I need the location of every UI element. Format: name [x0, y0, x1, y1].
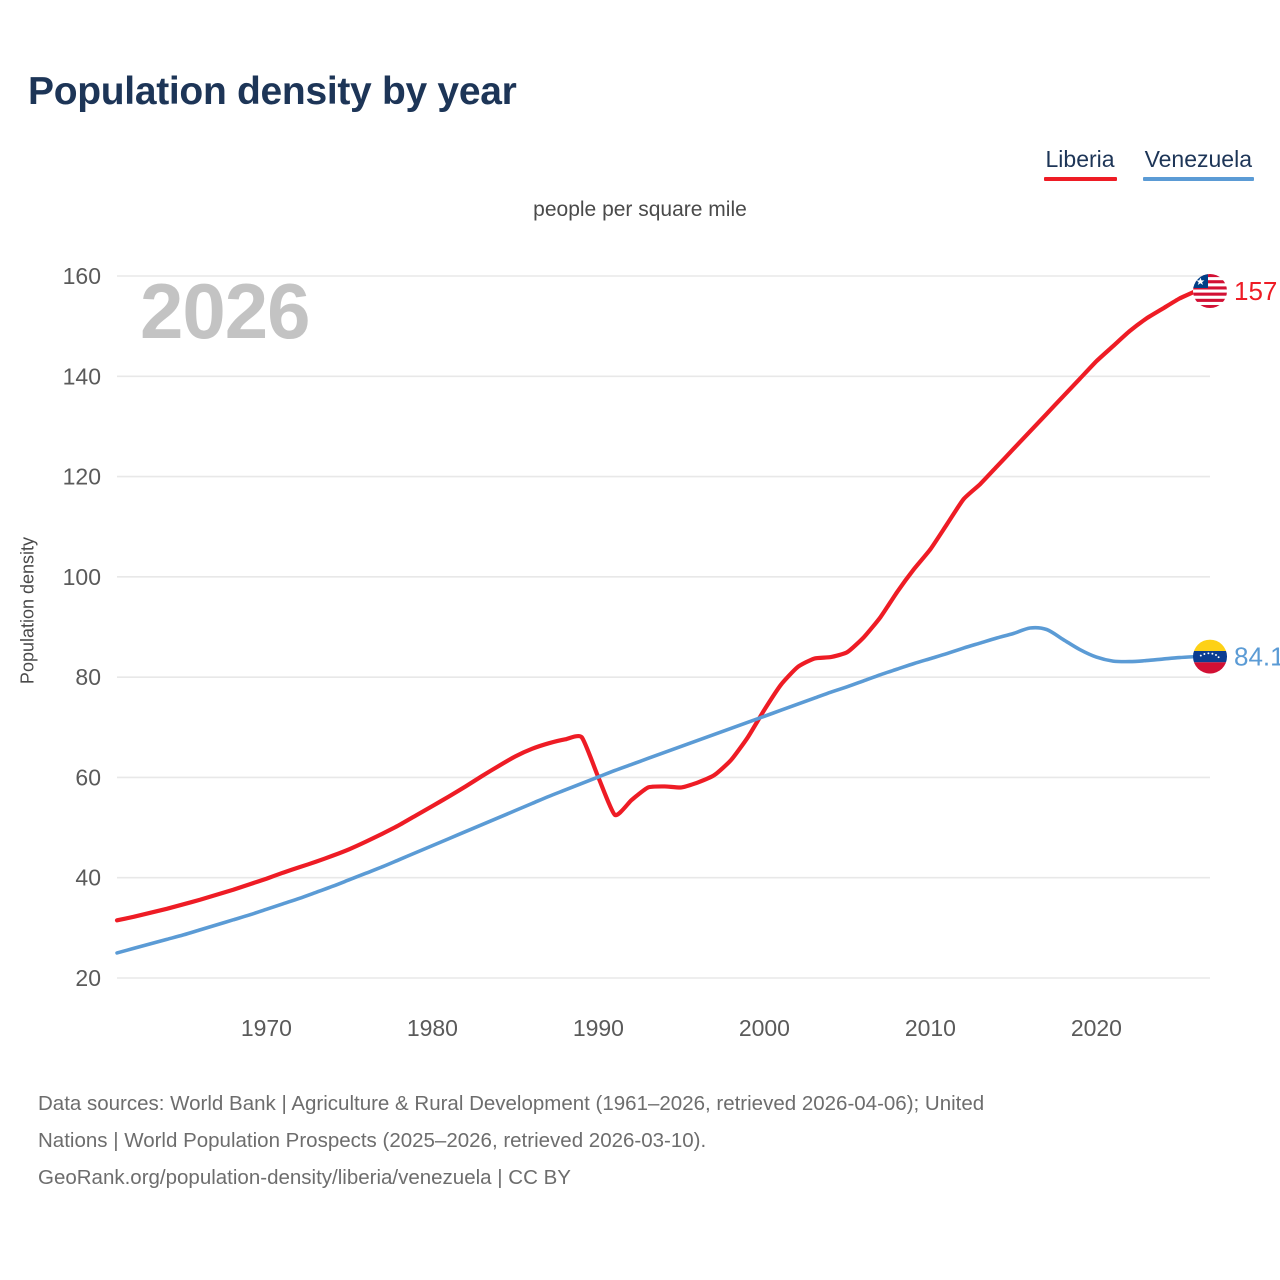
liberia-flag-icon: [1193, 274, 1227, 308]
chart-legend: Liberia Venezuela: [1043, 145, 1254, 181]
y-tick-label: 20: [75, 965, 101, 991]
footer-attribution: Data sources: World Bank | Agriculture &…: [38, 1085, 1258, 1196]
venezuela-flag-icon: [1193, 640, 1227, 674]
endpoint-value-liberia: 157: [1234, 276, 1277, 306]
x-tick-label: 1980: [407, 1015, 458, 1041]
legend-item-liberia[interactable]: Liberia: [1043, 145, 1117, 181]
series-line-liberia[interactable]: [114, 288, 1199, 923]
legend-item-venezuela[interactable]: Venezuela: [1142, 145, 1254, 181]
x-tick-label: 2000: [739, 1015, 790, 1041]
footer-line-3: GeoRank.org/population-density/liberia/v…: [38, 1166, 571, 1189]
data-series-lines: [114, 288, 1199, 955]
legend-label-venezuela: Venezuela: [1144, 146, 1252, 172]
y-tick-label: 120: [63, 464, 101, 490]
x-axis-ticks: 1970 1980 1990 2000 2010 2020: [241, 1015, 1122, 1041]
endpoint-value-venezuela: 84.1: [1234, 642, 1280, 672]
endpoint-markers: 157 84.1: [1193, 274, 1280, 674]
line-chart-plot: 20 40 60 80 100 120 140 160 1970 1980 1990 2000 201…: [63, 263, 1280, 1041]
y-axis-ticks: 20 40 60 80 100 120 140 160: [63, 263, 101, 991]
y-tick-label: 100: [63, 564, 101, 590]
y-tick-label: 60: [75, 764, 101, 790]
x-tick-label: 2020: [1071, 1015, 1122, 1041]
x-tick-label: 2010: [905, 1015, 956, 1041]
year-watermark: 2026: [140, 267, 311, 355]
footer-line-1: Data sources: World Bank | Agriculture &…: [38, 1092, 985, 1115]
chart-subtitle: people per square mile: [533, 198, 747, 221]
page-title: Population density by year: [28, 70, 517, 113]
y-tick-label: 160: [63, 263, 101, 289]
legend-rule-venezuela: [1142, 177, 1254, 181]
legend-rule-liberia: [1043, 177, 1117, 181]
legend-label-liberia: Liberia: [1045, 146, 1115, 172]
y-tick-label: 40: [75, 865, 101, 891]
series-line-venezuela[interactable]: [115, 625, 1198, 955]
x-tick-label: 1990: [573, 1015, 624, 1041]
y-tick-label: 140: [63, 363, 101, 389]
x-tick-label: 1970: [241, 1015, 292, 1041]
footer-line-2: Nations | World Population Prospects (20…: [38, 1129, 707, 1152]
y-tick-label: 80: [75, 664, 101, 690]
y-gridlines: [117, 275, 1210, 979]
